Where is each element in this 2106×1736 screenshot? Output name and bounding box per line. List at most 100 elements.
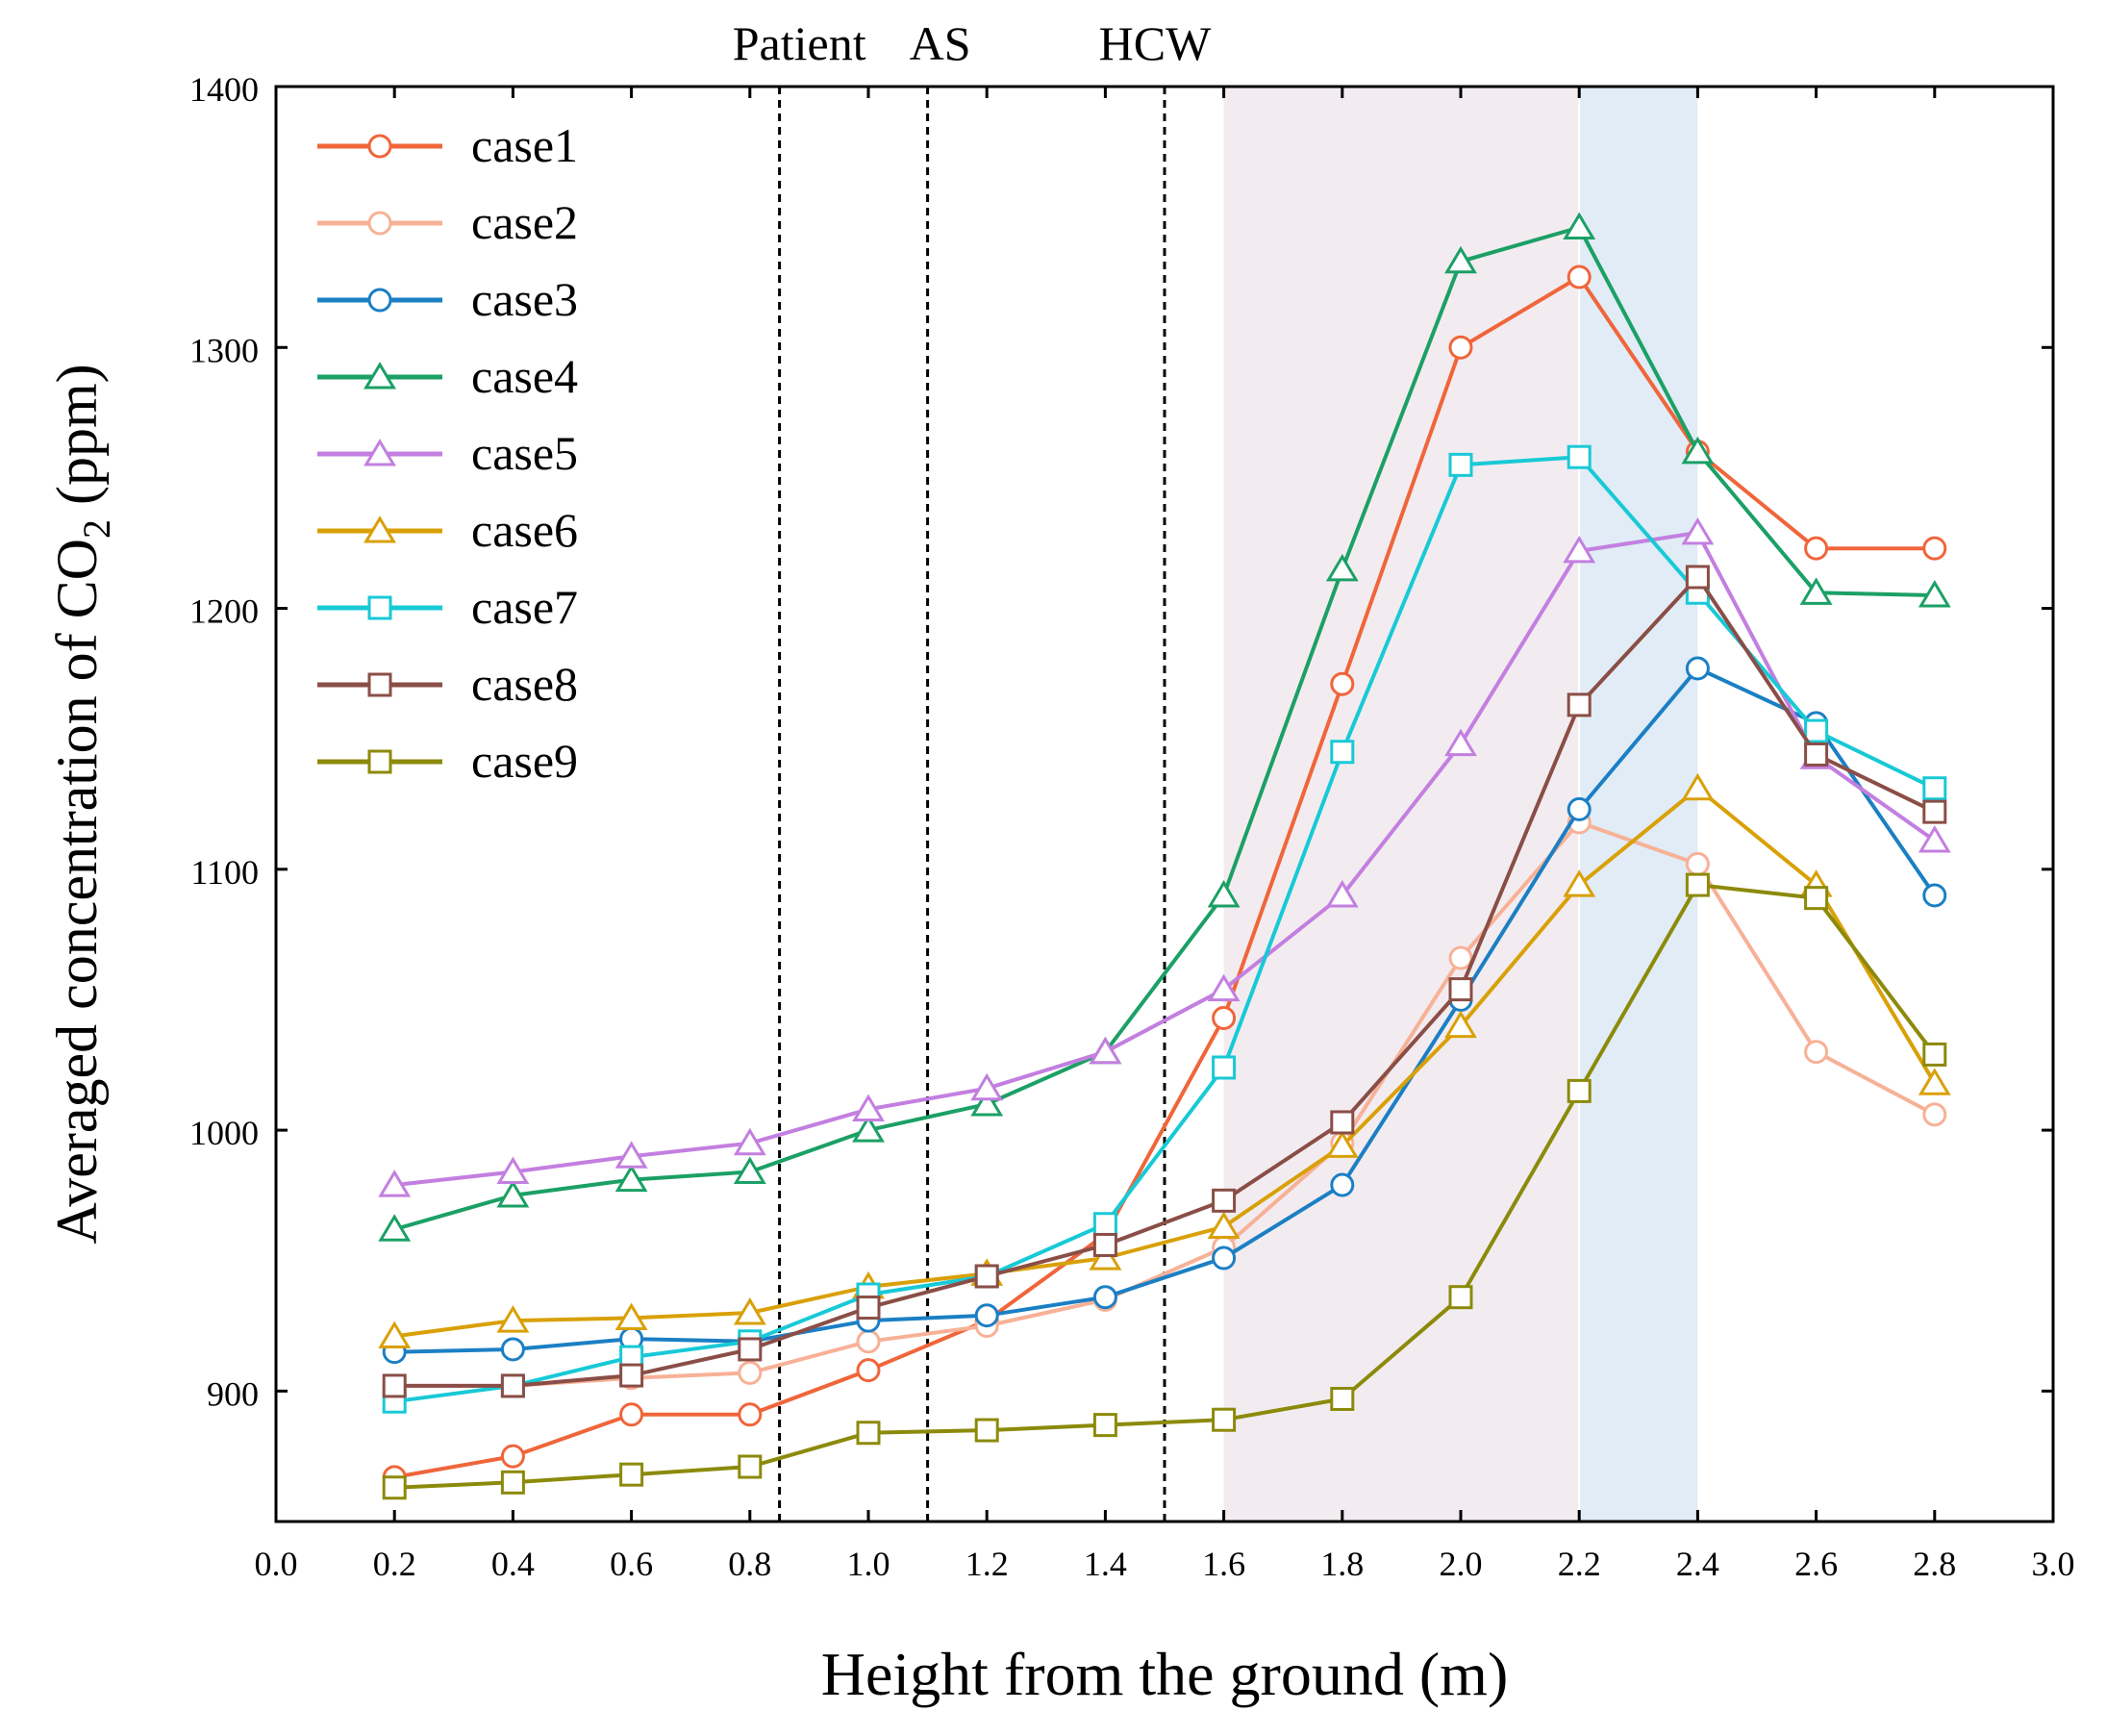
data-point-case1 (1212, 1005, 1237, 1030)
series-line-case8 (394, 575, 1936, 1388)
data-point-case1 (1804, 536, 1829, 561)
legend-marker-case4 (364, 362, 396, 390)
x-tick-label: 0.0 (255, 1545, 298, 1583)
data-point-case4 (614, 1164, 648, 1193)
data-point-case7 (1330, 740, 1355, 765)
y-tick-label: 1100 (190, 853, 259, 892)
data-point-case1 (500, 1444, 525, 1469)
data-point-case8 (974, 1264, 999, 1289)
x-tick-label: 0.4 (491, 1545, 535, 1583)
data-point-case6 (1681, 772, 1715, 801)
y-axis-title-main: Averaged concentration of CO (45, 539, 109, 1245)
legend-item-case6: case6 (317, 503, 578, 557)
series-line-case7 (393, 455, 1936, 1404)
data-point-case4 (1325, 553, 1359, 582)
legend-item-case5: case5 (317, 426, 578, 480)
data-point-case9 (738, 1454, 763, 1479)
data-point-case4 (1563, 212, 1596, 240)
plot-frame (274, 85, 2055, 1523)
y-tick-label: 1300 (189, 331, 259, 369)
data-point-case6 (496, 1305, 530, 1333)
data-point-case1 (1922, 536, 1947, 561)
legend-item-case9: case9 (317, 734, 578, 788)
data-point-case5 (1207, 973, 1241, 1002)
x-tick-label: 2.4 (1676, 1545, 1719, 1583)
data-point-case5 (1444, 728, 1477, 757)
x-tick-label: 0.8 (728, 1545, 771, 1583)
data-point-case7 (1804, 718, 1829, 743)
data-point-case5 (733, 1127, 766, 1156)
y-axis-title: Averaged concentration of CO2 (ppm) (45, 364, 118, 1244)
x-tick-label: 0.6 (610, 1545, 653, 1583)
x-tick-label: 1.2 (965, 1545, 1009, 1583)
data-point-case4 (1918, 580, 1951, 608)
data-point-case4 (970, 1089, 1004, 1117)
legend-label-case7: case7 (471, 580, 578, 634)
data-point-case9 (1092, 1413, 1117, 1438)
x-tick-label: 1.4 (1084, 1545, 1127, 1583)
y-tick-label: 1000 (189, 1114, 259, 1152)
data-point-case9 (1804, 886, 1829, 911)
data-point-case4 (496, 1179, 530, 1208)
data-point-case8 (1685, 565, 1710, 590)
data-point-case5 (496, 1156, 530, 1185)
data-point-case2 (1685, 851, 1710, 876)
series-case5 (378, 516, 1951, 1197)
data-point-case1 (1330, 671, 1355, 696)
x-tick-label: 1.0 (847, 1545, 890, 1583)
x-tick-label: 2.2 (1558, 1545, 1601, 1583)
data-point-case8 (500, 1373, 525, 1398)
data-point-case6 (1089, 1243, 1122, 1271)
y-tick-label: 1200 (189, 592, 259, 631)
reference-label-patient: Patient (733, 16, 866, 70)
data-point-case7 (1092, 1212, 1117, 1237)
data-point-case5 (1563, 535, 1596, 564)
x-tick-label: 2.8 (1913, 1545, 1956, 1583)
data-point-case6 (1563, 869, 1596, 897)
series-line-case5 (393, 530, 1936, 1188)
data-point-case3 (1092, 1285, 1117, 1310)
data-point-case4 (1799, 577, 1833, 605)
data-point-case9 (500, 1470, 525, 1495)
data-point-case3 (1922, 883, 1947, 908)
data-point-case8 (1330, 1110, 1355, 1135)
y-tick-label: 1400 (189, 70, 259, 109)
y-axis-title-unit: (ppm) (45, 364, 109, 519)
legend-item-case3: case3 (317, 272, 578, 326)
data-point-case4 (1207, 880, 1241, 908)
x-tick-label: 1.6 (1202, 1545, 1245, 1583)
legend-marker-case5 (364, 439, 396, 466)
data-point-case6 (1918, 1068, 1951, 1095)
data-point-case4 (378, 1214, 412, 1242)
data-point-case7 (1212, 1055, 1237, 1080)
data-point-case9 (1330, 1387, 1355, 1412)
data-point-case8 (1092, 1232, 1117, 1257)
data-point-case8 (1448, 977, 1473, 1002)
series-case9 (382, 872, 1947, 1500)
y-tick-label: 900 (207, 1374, 259, 1413)
data-point-case1 (619, 1402, 644, 1427)
legend: case1 case2 case3 case4 case5 case6 case7 case8… (317, 118, 578, 788)
legend-label-case5: case5 (471, 426, 578, 480)
data-point-case4 (852, 1115, 885, 1143)
reference-lines: Patient AS HCW (733, 16, 1212, 1522)
data-point-case9 (1448, 1285, 1473, 1310)
data-point-case1 (856, 1358, 881, 1383)
reference-label-as: AS (910, 16, 971, 70)
x-tick-label: 2.0 (1440, 1545, 1483, 1583)
data-point-case6 (1207, 1211, 1241, 1240)
data-point-case1 (1448, 335, 1473, 360)
data-point-case4 (1444, 245, 1477, 274)
data-point-case2 (1448, 945, 1473, 970)
data-point-case7 (1448, 452, 1473, 477)
shaded-region-1 (1223, 87, 1580, 1522)
data-point-case3 (1212, 1245, 1237, 1271)
x-tick-label: 1.8 (1320, 1545, 1364, 1583)
legend-marker-case9 (367, 749, 392, 774)
data-point-case8 (1922, 799, 1947, 824)
data-point-case8 (1567, 692, 1592, 717)
y-axis-title-subscript: 2 (75, 519, 118, 539)
data-point-case3 (1567, 796, 1592, 821)
series-case3 (382, 656, 1947, 1365)
